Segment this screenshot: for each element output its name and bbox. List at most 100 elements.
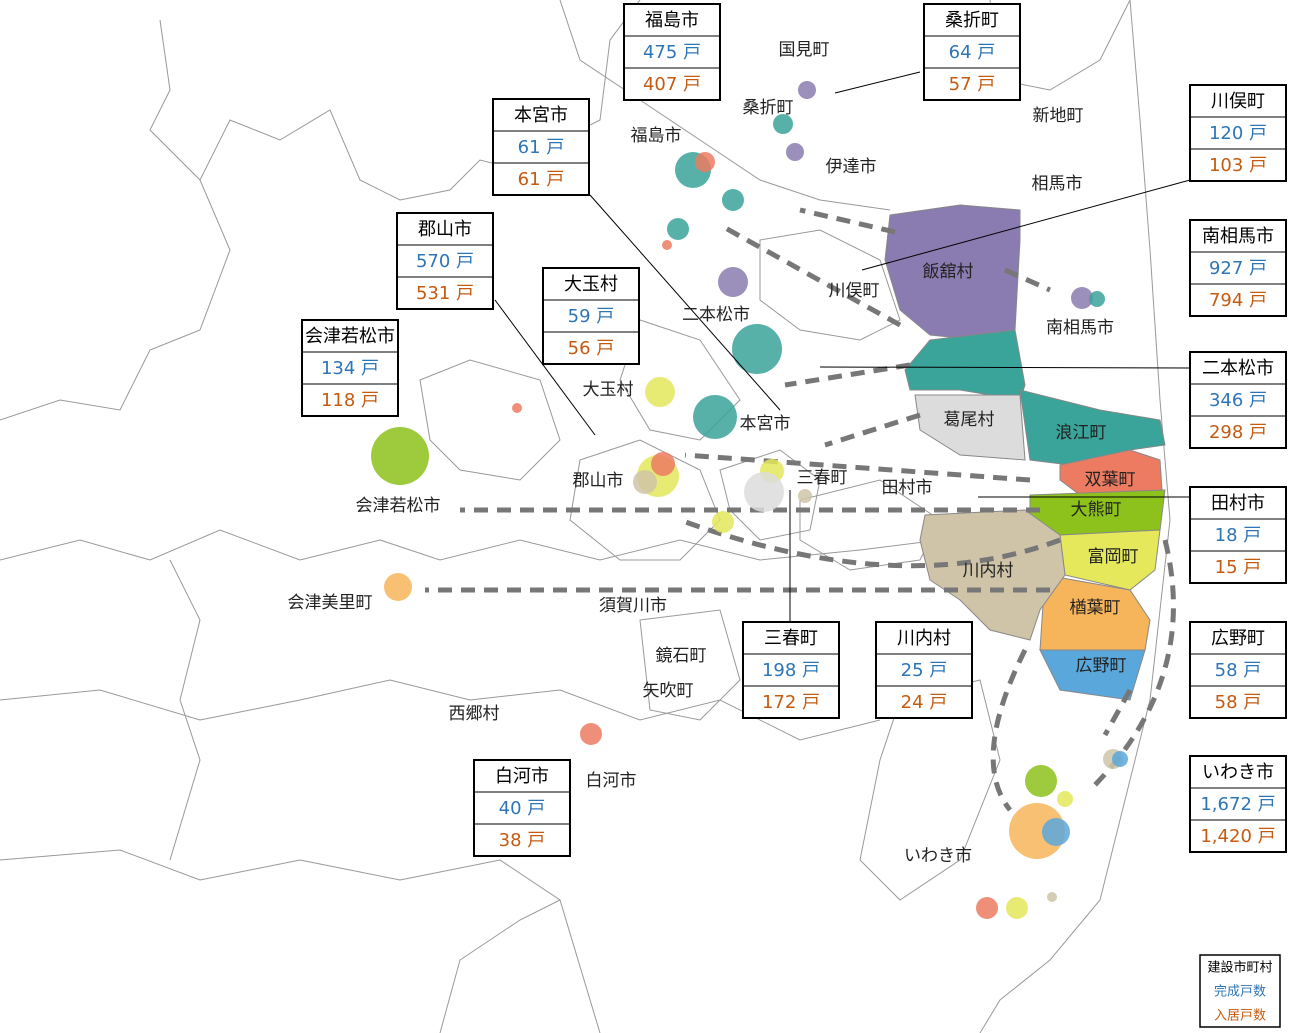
- info-box: [1189, 621, 1287, 719]
- place-label: 富岡町: [1088, 547, 1139, 567]
- box-name: 川内村: [897, 628, 951, 649]
- bubble: [773, 114, 793, 134]
- bubble: [1057, 791, 1073, 807]
- box-name: 桑折町: [945, 10, 999, 31]
- place-label: 会津若松市: [356, 496, 441, 516]
- bubble: [798, 81, 816, 99]
- info-box: [396, 212, 494, 310]
- place-labels: 国見町桑折町福島市伊達市新地町相馬市飯舘村川俣町南相馬市二本松市大玉村葛尾村浪江…: [288, 40, 1139, 866]
- place-label: 二本松市: [682, 305, 750, 325]
- leader-line: [834, 71, 921, 94]
- box-completed: 475 戸: [643, 42, 701, 63]
- zone-futaba-gun: [904, 329, 1026, 401]
- box-completed: 346 戸: [1209, 390, 1267, 411]
- box-name: 川俣町: [1211, 91, 1265, 112]
- place-label: 相馬市: [1032, 174, 1083, 194]
- zone-namie: [1019, 389, 1166, 466]
- place-label: 南相馬市: [1046, 318, 1114, 338]
- box-occupied: 1,420 戸: [1200, 826, 1275, 847]
- legend-completed: 完成戸数: [1214, 985, 1266, 1000]
- bubble: [580, 723, 602, 745]
- bubble: [722, 189, 744, 211]
- legend-title: 建設市町村: [1207, 960, 1272, 976]
- box-occupied: 794 戸: [1209, 290, 1267, 311]
- place-label: 福島市: [631, 126, 682, 146]
- place-label: 川内村: [963, 561, 1014, 581]
- info-box: [473, 759, 571, 857]
- box-occupied: 172 戸: [762, 692, 820, 713]
- info-box: [623, 3, 721, 101]
- box-completed: 25 戸: [901, 660, 948, 681]
- bubble: [1112, 751, 1128, 767]
- bubble: [1025, 765, 1057, 797]
- info-box: [301, 319, 399, 417]
- bubble: [384, 573, 412, 601]
- info-box: [1189, 84, 1287, 182]
- leader-line: [819, 366, 1191, 369]
- box-occupied: 15 戸: [1215, 557, 1262, 578]
- bubble: [1042, 818, 1070, 846]
- bubbles: [371, 81, 1128, 919]
- info-box: [1189, 351, 1287, 449]
- info-box: [1189, 219, 1287, 317]
- place-label: 須賀川市: [599, 596, 667, 616]
- info-box: [875, 621, 973, 719]
- box-completed: 1,672 戸: [1200, 794, 1275, 815]
- arrows: [425, 207, 1176, 812]
- place-label: 双葉町: [1085, 470, 1136, 490]
- info-box: [923, 3, 1021, 101]
- place-label: 浪江町: [1056, 423, 1107, 443]
- box-name: いわき市: [1202, 762, 1274, 783]
- box-completed: 61 戸: [518, 137, 565, 158]
- bubble: [786, 143, 804, 161]
- box-completed: 570 戸: [416, 251, 474, 272]
- bubble: [371, 427, 429, 485]
- box-occupied: 58 戸: [1215, 692, 1262, 713]
- place-label: 飯舘村: [923, 261, 974, 282]
- leader-line: [589, 194, 781, 411]
- bubble: [1047, 892, 1057, 902]
- place-label: 三春町: [797, 468, 848, 488]
- info-box: [492, 98, 590, 196]
- zone-hirono: [1039, 649, 1146, 701]
- info-box: [742, 621, 840, 719]
- box-completed: 18 戸: [1215, 525, 1262, 546]
- box-occupied: 531 戸: [416, 283, 474, 304]
- bubble: [662, 240, 672, 250]
- place-label: 伊達市: [826, 157, 877, 177]
- bubble: [645, 377, 675, 407]
- place-label: 新地町: [1033, 106, 1084, 126]
- place-label: 大玉村: [583, 380, 634, 400]
- box-completed: 58 戸: [1215, 660, 1262, 681]
- bubble: [667, 218, 689, 240]
- box-name: 三春町: [764, 628, 818, 649]
- bubble: [712, 511, 734, 533]
- place-label: 郡山市: [573, 471, 624, 491]
- bubble: [1089, 291, 1105, 307]
- leader-line: [494, 299, 596, 436]
- bubble: [718, 267, 748, 297]
- bubble: [1006, 897, 1028, 919]
- box-completed: 64 戸: [949, 42, 996, 63]
- box-completed: 198 戸: [762, 660, 820, 681]
- box-name: 広野町: [1211, 628, 1265, 649]
- bubble: [693, 395, 737, 439]
- box-name: 会津若松市: [305, 326, 395, 347]
- bubble: [651, 452, 675, 476]
- place-label: 会津美里町: [288, 593, 373, 613]
- leader-line: [861, 179, 1191, 271]
- info-box: [542, 267, 640, 365]
- place-label: 川俣町: [829, 281, 880, 301]
- box-occupied: 56 戸: [568, 338, 615, 359]
- box-occupied: 103 戸: [1209, 155, 1267, 176]
- box-occupied: 298 戸: [1209, 422, 1267, 443]
- place-label: 国見町: [779, 40, 830, 60]
- place-label: 鏡石町: [656, 646, 707, 666]
- box-completed: 40 戸: [499, 798, 546, 819]
- box-occupied: 57 戸: [949, 74, 996, 95]
- place-label: 本宮市: [740, 414, 791, 434]
- place-label: 田村市: [882, 478, 933, 498]
- legend-occupied: 入居戸数: [1214, 1009, 1266, 1024]
- box-completed: 59 戸: [568, 306, 615, 327]
